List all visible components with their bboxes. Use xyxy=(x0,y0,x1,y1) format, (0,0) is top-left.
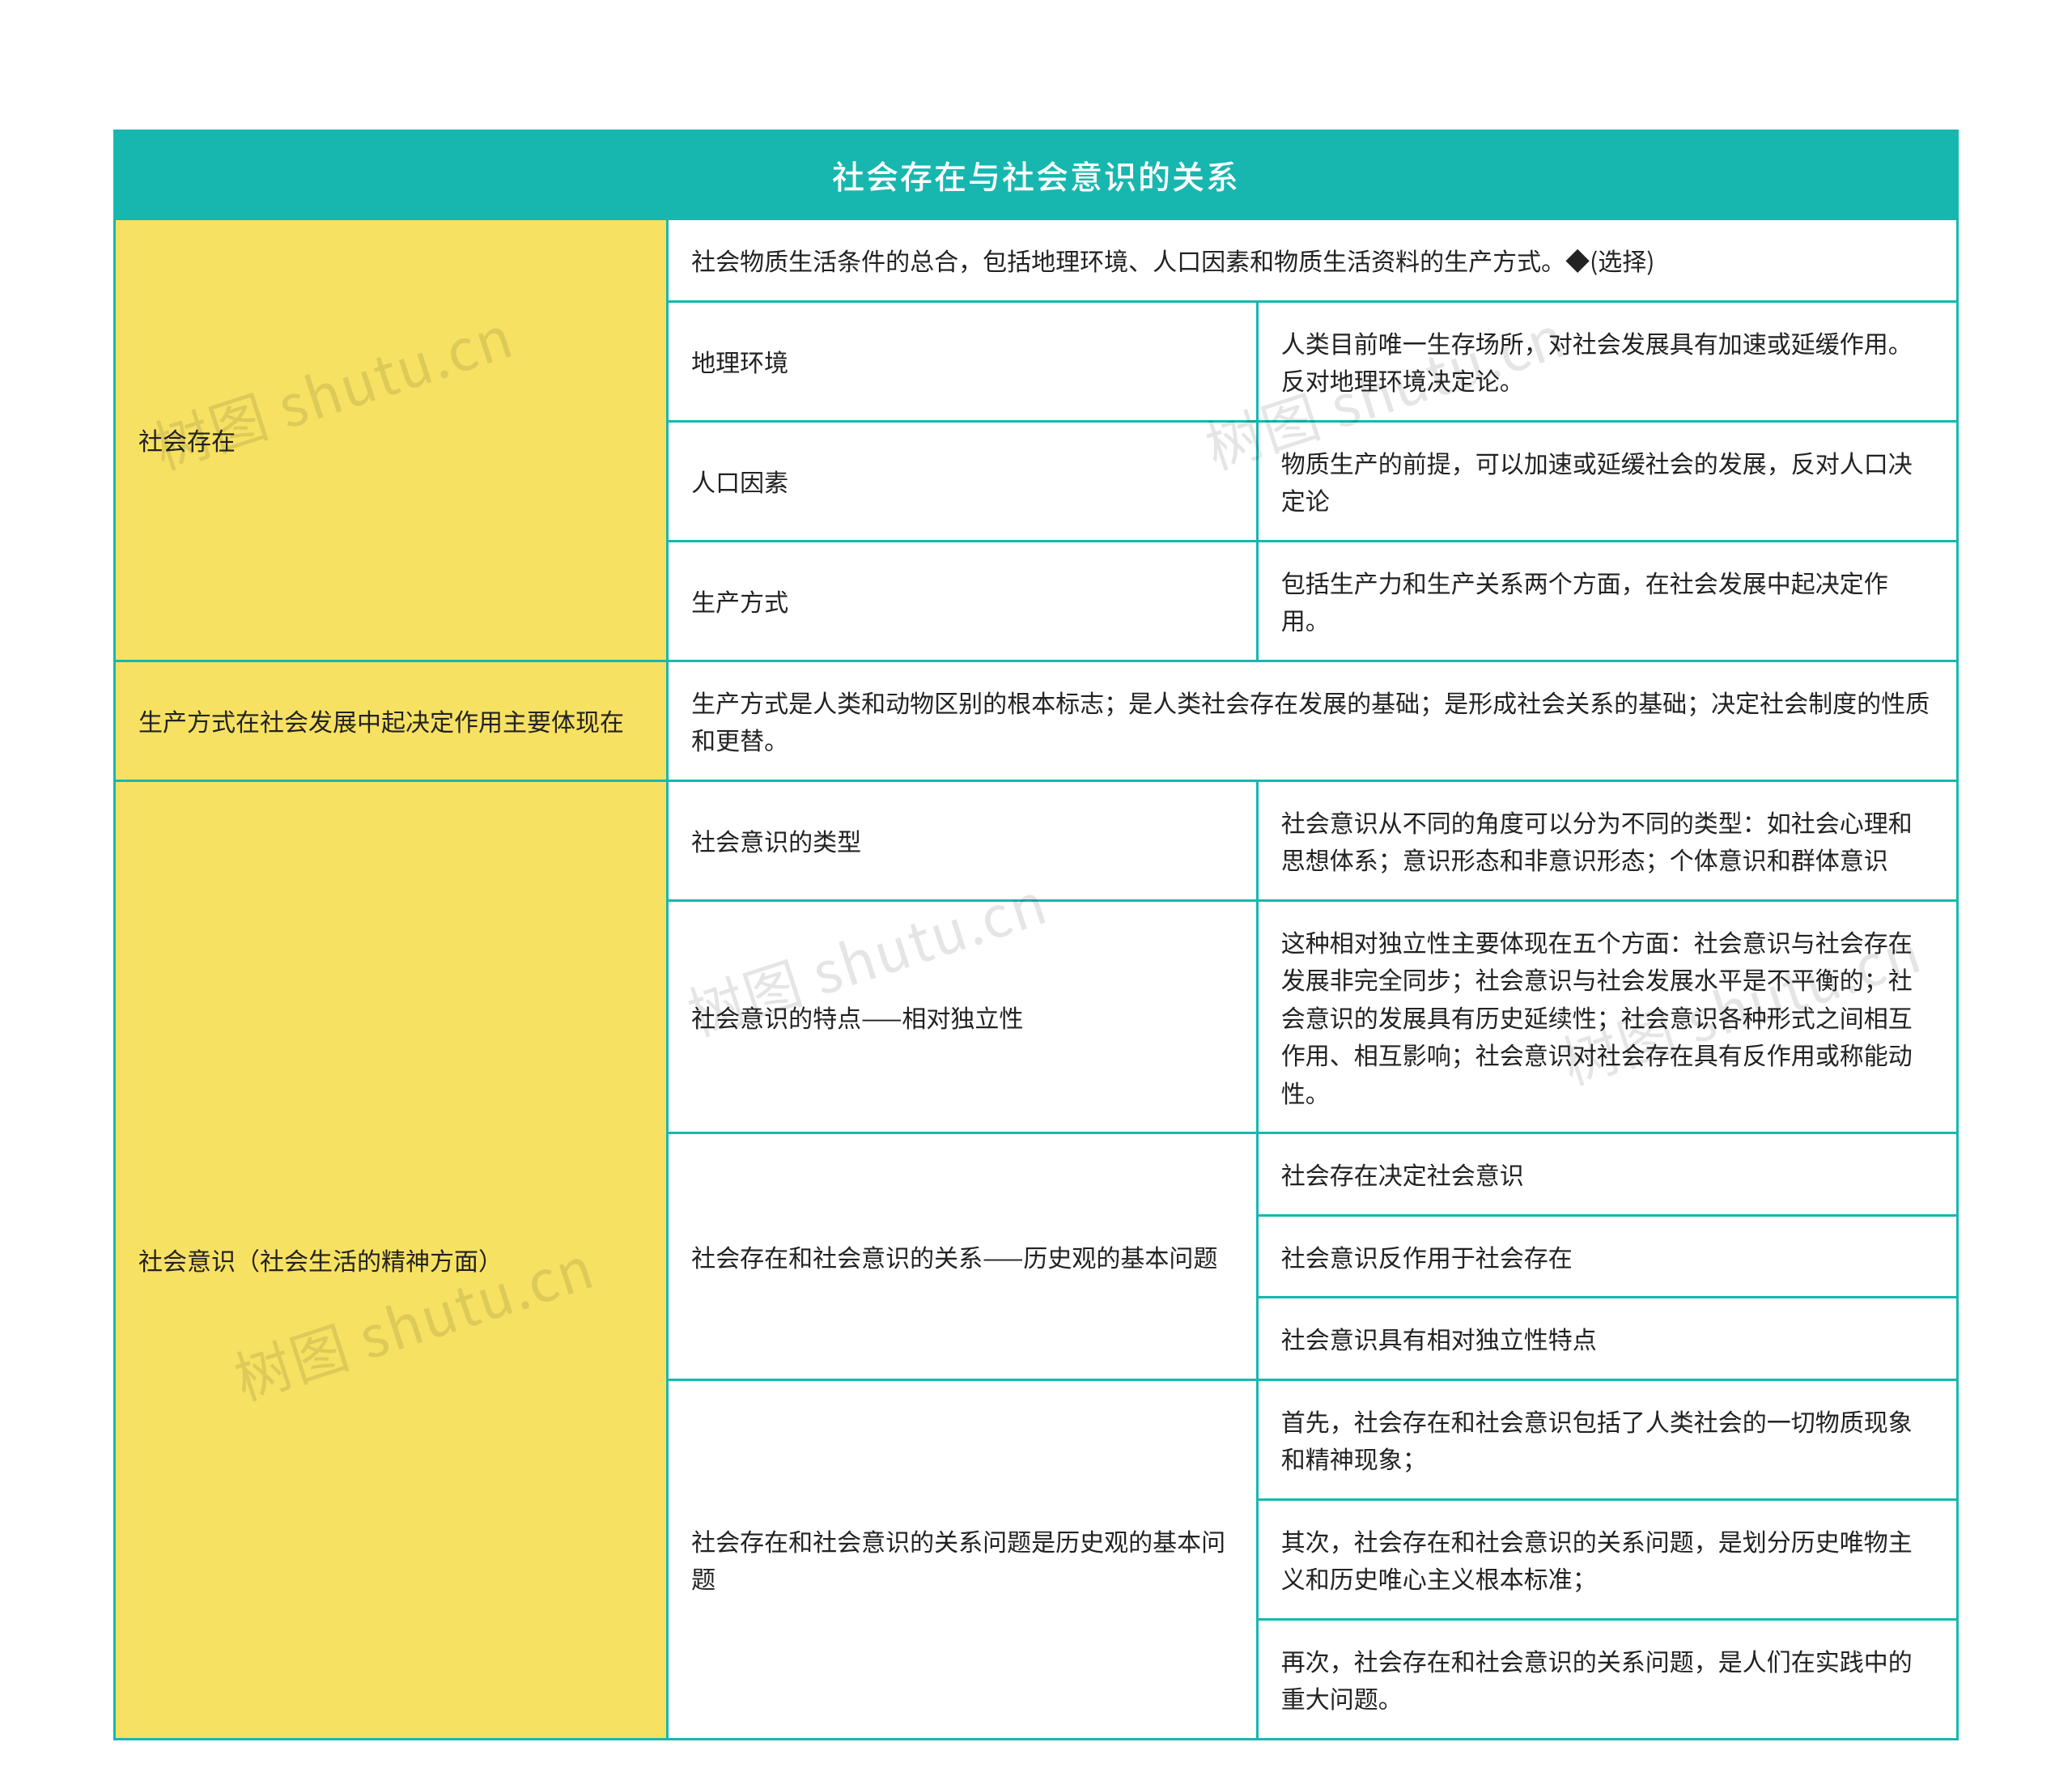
category-cell: 社会存在 xyxy=(115,219,668,661)
subtopic-cell: 地理环境 xyxy=(668,301,1258,421)
subtopic-cell: 社会存在和社会意识的关系问题是历史观的基本问题 xyxy=(668,1379,1258,1739)
detail-cell: 再次，社会存在和社会意识的关系问题，是人们在实践中的重大问题。 xyxy=(1257,1619,1957,1739)
content-cell: 社会物质生活条件的总合，包括地理环境、人口因素和物质生活资料的生产方式。◆(选择… xyxy=(668,219,1958,302)
subtopic-cell: 社会存在和社会意识的关系——历史观的基本问题 xyxy=(668,1133,1258,1380)
table-title: 社会存在与社会意识的关系 xyxy=(115,131,1958,219)
detail-cell: 其次，社会存在和社会意识的关系问题，是划分历史唯物主义和历史唯心主义根本标准； xyxy=(1257,1499,1957,1619)
category-cell: 生产方式在社会发展中起决定作用主要体现在 xyxy=(115,661,668,780)
detail-cell: 首先，社会存在和社会意识包括了人类社会的一切物质现象和精神现象； xyxy=(1257,1379,1957,1499)
detail-cell: 社会意识从不同的角度可以分为不同的类型：如社会心理和思想体系；意识形态和非意识形… xyxy=(1257,780,1957,900)
category-cell: 社会意识（社会生活的精神方面） xyxy=(115,780,668,1739)
subtopic-cell: 人口因素 xyxy=(668,421,1258,541)
detail-cell: 物质生产的前提，可以加速或延缓社会的发展，反对人口决定论 xyxy=(1257,421,1957,541)
concept-table: 社会存在与社会意识的关系社会存在社会物质生活条件的总合，包括地理环境、人口因素和… xyxy=(113,130,1959,1740)
detail-cell: 社会意识反作用于社会存在 xyxy=(1257,1215,1957,1298)
content-cell: 生产方式是人类和动物区别的根本标志；是人类社会存在发展的基础；是形成社会关系的基… xyxy=(668,661,1958,780)
subtopic-cell: 社会意识的类型 xyxy=(668,780,1258,900)
detail-cell: 社会意识具有相对独立性特点 xyxy=(1257,1298,1957,1380)
detail-cell: 包括生产力和生产关系两个方面，在社会发展中起决定作用。 xyxy=(1257,541,1957,661)
subtopic-cell: 生产方式 xyxy=(668,541,1258,661)
detail-cell: 人类目前唯一生存场所，对社会发展具有加速或延缓作用。反对地理环境决定论。 xyxy=(1257,301,1957,421)
detail-cell: 这种相对独立性主要体现在五个方面：社会意识与社会存在发展非完全同步；社会意识与社… xyxy=(1257,900,1957,1133)
detail-cell: 社会存在决定社会意识 xyxy=(1257,1133,1957,1216)
subtopic-cell: 社会意识的特点——相对独立性 xyxy=(668,900,1258,1133)
